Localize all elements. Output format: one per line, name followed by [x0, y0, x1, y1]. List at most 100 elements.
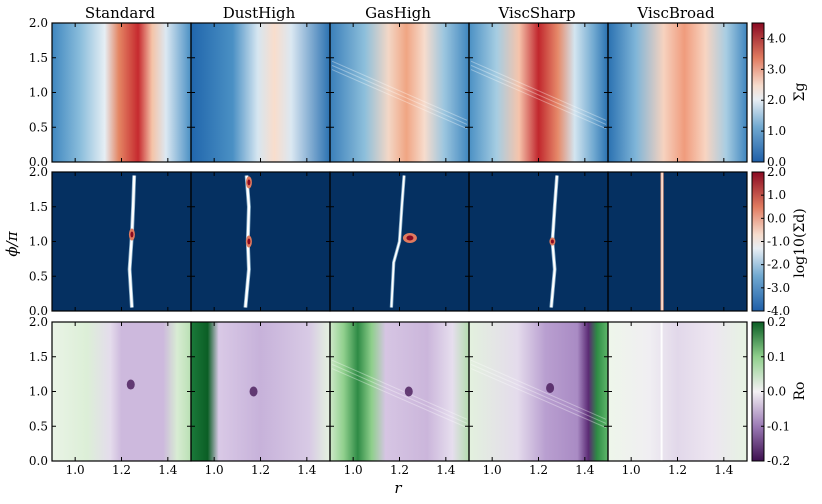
colorbar-tick-label: 0.0 [767, 385, 786, 399]
gas-panel-viscbroad [608, 23, 747, 162]
column-title: ViscSharp [497, 4, 575, 22]
column-title: GasHigh [365, 4, 431, 22]
colorbar-tick-label: 0.1 [767, 350, 786, 364]
y-tick-label: 0.0 [29, 304, 48, 318]
x-tick-label: 1.0 [344, 463, 363, 477]
spiral-wake [331, 69, 468, 130]
x-tick-label: 1.0 [205, 463, 224, 477]
colorbar-label-gas: Σg [792, 83, 808, 102]
y-tick-label: 0.5 [29, 120, 48, 134]
gas-panel-standard [52, 23, 191, 162]
dust-clump-core [130, 231, 134, 238]
x-tick-label: 1.4 [297, 463, 316, 477]
spiral-wake [331, 363, 468, 424]
y-tick-label: 0.5 [29, 269, 48, 283]
x-tick-label: 1.0 [66, 463, 85, 477]
heatmap-panel-grid [52, 23, 747, 461]
colorbar-tick-label: -2.0 [767, 258, 790, 272]
dust-clump-core [550, 239, 554, 244]
spiral-wake [470, 359, 607, 420]
axes-ticks: 0.00.51.01.52.00.00.51.01.52.00.00.51.01… [29, 16, 748, 477]
y-tick-label: 1.0 [29, 86, 48, 100]
dust-filament [390, 175, 405, 308]
spiral-wake [331, 64, 468, 125]
panel-overlays [126, 60, 664, 461]
x-tick-label: 1.0 [483, 463, 502, 477]
dust-panel-viscsharp [469, 172, 608, 311]
y-axis-label: ϕ/π [3, 230, 21, 256]
spiral-wake [470, 64, 607, 125]
spiral-wake [331, 359, 468, 420]
spiral-wake [470, 368, 607, 429]
colorbar-tick-label: 4.0 [767, 31, 786, 45]
gas-panel-gashigh [330, 23, 469, 162]
colorbar-tick-label: 0.2 [767, 315, 786, 329]
vortex-core [404, 386, 413, 397]
y-tick-label: 1.0 [29, 235, 48, 249]
column-title: Standard [85, 4, 156, 22]
vortex-core [546, 383, 555, 394]
x-tick-label: 1.2 [112, 463, 131, 477]
x-tick-label: 1.2 [668, 463, 687, 477]
dust-clump-core [247, 238, 251, 245]
y-tick-label: 2.0 [29, 315, 48, 329]
y-tick-label: 0.0 [29, 155, 48, 169]
colorbar-tick-label: 1.0 [767, 124, 786, 138]
colorbar-label-dust: log10(Σd) [792, 208, 808, 277]
colorbar-tick-label: 0.0 [767, 211, 786, 225]
dust-panel-dusthigh [191, 172, 330, 311]
y-tick-label: 1.5 [29, 200, 48, 214]
y-tick-label: 0.5 [29, 419, 48, 433]
rossby-panel-viscbroad [608, 322, 747, 461]
rossby-panel-standard [52, 322, 191, 461]
y-tick-label: 2.0 [29, 16, 48, 30]
colorbar-tick-label: -4.0 [767, 304, 790, 318]
dust-panel-viscbroad [608, 172, 747, 311]
dust-clump-core [406, 235, 414, 241]
spiral-wake [470, 69, 607, 130]
y-tick-label: 1.5 [29, 350, 48, 364]
colorbar-tick-label: -1.0 [767, 235, 790, 249]
colorbar-tick-label: 2.0 [767, 93, 786, 107]
gas-panel-viscsharp [469, 23, 608, 162]
colorbar-tick-label: 0.0 [767, 155, 786, 169]
spiral-wake [331, 60, 468, 121]
x-tick-label: 1.4 [714, 463, 733, 477]
x-tick-label: 1.2 [390, 463, 409, 477]
x-tick-label: 1.0 [622, 463, 641, 477]
y-tick-label: 2.0 [29, 165, 48, 179]
y-tick-label: 0.0 [29, 454, 48, 468]
colorbars: 0.0 1.0 2.0 3.0 4.0 -4.0 -3.0 -2.0 -1.0 0.0 1.0 2.0… [751, 22, 790, 468]
spiral-wake [470, 363, 607, 424]
colorbar-tick-label: -0.2 [767, 454, 790, 468]
y-tick-label: 1.0 [29, 385, 48, 399]
vortex-core [249, 386, 258, 397]
spiral-wake [470, 60, 607, 121]
dust-panel-standard [52, 172, 191, 311]
column-title: DustHigh [223, 4, 296, 22]
x-tick-label: 1.2 [529, 463, 548, 477]
rossby-ring-viscbroad [660, 322, 663, 461]
x-tick-label: 1.4 [436, 463, 455, 477]
colorbar-label-rossby: Ro [792, 382, 808, 401]
x-tick-label: 1.2 [251, 463, 270, 477]
vortex-core [126, 379, 135, 390]
colorbar-tick-label: -0.1 [767, 419, 790, 433]
dust-clump-core [247, 179, 251, 186]
colorbar-tick-label: 2.0 [767, 165, 786, 179]
rossby-panel-viscsharp [469, 322, 608, 461]
dust-ring-core [661, 172, 663, 311]
colorbar-tick-label: -3.0 [767, 281, 790, 295]
colorbar-tick-label: 3.0 [767, 62, 786, 76]
x-axis-label: r [394, 479, 402, 497]
x-tick-label: 1.4 [158, 463, 177, 477]
column-title: ViscBroad [636, 4, 715, 22]
y-tick-label: 1.5 [29, 51, 48, 65]
rossby-panel-dusthigh [191, 322, 330, 461]
spiral-wake [331, 368, 468, 429]
x-tick-label: 1.4 [575, 463, 594, 477]
rossby-panel-gashigh [330, 322, 469, 461]
colorbar-tick-label: 1.0 [767, 188, 786, 202]
colorbar-0 [751, 22, 765, 163]
